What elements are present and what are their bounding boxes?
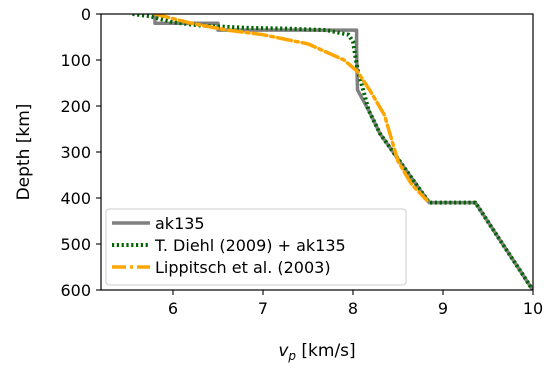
x-tick-label: 9 (438, 299, 448, 318)
y-axis: 0 100 200 300 400 500 600 (60, 5, 101, 300)
y-tick-label: 0 (81, 5, 91, 24)
x-tick-label: 10 (523, 299, 543, 318)
x-tick-label: 6 (168, 299, 178, 318)
legend-label-0: ak135 (155, 214, 205, 233)
series-layer (132, 14, 533, 290)
y-tick-label: 100 (60, 51, 91, 70)
x-tick-label: 7 (258, 299, 268, 318)
y-axis-label: Depth [km] (14, 104, 34, 201)
y-tick-label: 500 (60, 235, 91, 254)
legend: ak135 T. Diehl (2009) + ak135 Lippitsch et… (105, 208, 407, 286)
x-tick-label: 8 (348, 299, 358, 318)
x-axis: 6 7 8 9 10 (168, 290, 543, 318)
legend-box (105, 208, 407, 286)
y-tick-label: 300 (60, 143, 91, 162)
legend-label-2: Lippitsch et al. (2003) (155, 258, 331, 277)
x-axis-label: vp [km/s] (278, 341, 355, 363)
y-tick-label: 200 (60, 97, 91, 116)
series-line-2 (153, 14, 429, 203)
legend-label-1: T. Diehl (2009) + ak135 (154, 236, 346, 255)
y-tick-label: 400 (60, 189, 91, 208)
y-tick-label: 600 (60, 281, 91, 300)
